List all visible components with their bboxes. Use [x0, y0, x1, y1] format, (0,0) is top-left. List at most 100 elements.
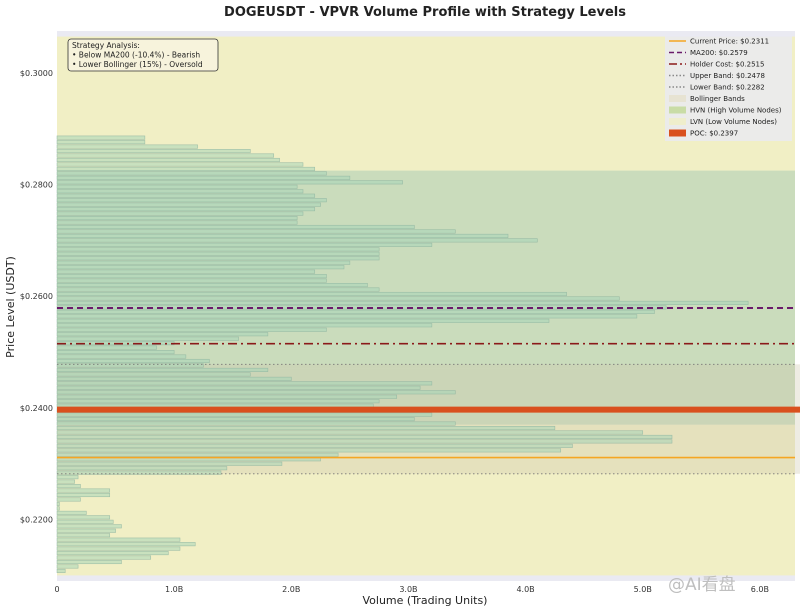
- axes: 0 1.0B 2.0B 3.0B 4.0B 5.0B 6.0B $0.2200 $0.2400 $…: [20, 69, 769, 594]
- x-tick-label: 2.0B: [282, 585, 300, 594]
- volume-bar-55: [56, 323, 433, 328]
- volume-bar-92: [56, 157, 280, 163]
- volume-bar-16: [56, 497, 81, 502]
- volume-bar-67: [56, 269, 316, 274]
- legend-entry: POC: $0.2397: [690, 130, 738, 138]
- y-tick-label: $0.2600: [20, 292, 53, 301]
- volume-bar-20: [56, 479, 75, 484]
- volume-bar-47: [56, 358, 210, 364]
- volume-bar-8: [56, 533, 111, 538]
- volume-bar-19: [56, 484, 81, 489]
- y-tick-label: $0.2800: [20, 181, 53, 190]
- volume-bar-74: [56, 238, 538, 243]
- volume-bar-81: [56, 207, 316, 212]
- legend-box: [665, 35, 792, 141]
- volume-bar-2: [56, 559, 122, 565]
- legend-swatch-patch: [669, 118, 686, 125]
- volume-bar-0: [56, 568, 66, 573]
- volume-bar-32: [56, 425, 556, 431]
- volume-bar-80: [56, 211, 304, 216]
- volume-bar-22: [56, 470, 222, 475]
- volume-bar-87: [56, 180, 403, 185]
- volume-bar-76: [56, 229, 456, 234]
- volume-bar-10: [56, 524, 122, 529]
- legend-entry: Holder Cost: $0.2515: [690, 61, 764, 69]
- volume-bar-94: [56, 149, 251, 154]
- y-tick-label: $0.3000: [20, 69, 53, 78]
- legend-swatch-patch: [669, 129, 686, 137]
- volume-bar-7: [56, 537, 181, 542]
- volume-bar-21: [56, 475, 79, 480]
- legend-entry: HVN (High Volume Nodes): [690, 107, 782, 115]
- x-tick-label: 0: [54, 585, 59, 594]
- volume-bar-15: [56, 501, 60, 506]
- y-tick-label: $0.2400: [20, 404, 53, 413]
- volume-bar-53: [56, 332, 269, 337]
- volume-bar-78: [56, 220, 298, 225]
- volume-bar-68: [56, 265, 345, 270]
- volume-bar-5: [56, 546, 181, 551]
- volume-bar-38: [56, 399, 380, 404]
- volume-bar-58: [56, 309, 655, 314]
- volume-bar-33: [56, 421, 456, 426]
- volume-bar-18: [56, 488, 111, 493]
- volume-bar-82: [56, 202, 321, 207]
- volume-bar-26: [56, 452, 339, 457]
- volume-bar-44: [56, 372, 251, 377]
- volume-bar-45: [56, 367, 269, 372]
- strategy-annotation: Strategy Analysis:• Below MA200 (-10.4%)…: [67, 38, 219, 72]
- volume-bar-4: [56, 551, 169, 556]
- volume-bar-77: [56, 224, 415, 230]
- volume-bar-23: [56, 466, 228, 471]
- y-tick-label: $0.2200: [20, 516, 53, 525]
- y-axis-label: Price Level (USDT): [4, 256, 17, 358]
- volume-bar-66: [56, 274, 327, 279]
- volume-bar-54: [56, 327, 327, 332]
- volume-bar-73: [56, 242, 433, 247]
- volume-bar-30: [56, 434, 673, 439]
- legend-entry: MA200: $0.2579: [690, 49, 748, 57]
- volume-bar-34: [56, 417, 415, 422]
- volume-bar-61: [56, 296, 620, 301]
- x-tick-label: 1.0B: [165, 585, 183, 594]
- volume-bar-27: [56, 448, 562, 453]
- legend-entry: LVN (Low Volume Nodes): [690, 118, 777, 126]
- volume-bar-17: [56, 492, 111, 498]
- volume-bar-1: [56, 564, 79, 569]
- volume-bar-42: [56, 381, 433, 386]
- volume-bar-63: [56, 287, 380, 292]
- volume-bar-28: [56, 443, 573, 448]
- volume-bar-24: [56, 461, 283, 466]
- legend: Current Price: $0.2311 MA200: $0.2579 Hold…: [665, 35, 792, 141]
- volume-bar-39: [56, 394, 398, 399]
- volume-bar-88: [56, 175, 351, 180]
- volume-bar-56: [56, 318, 550, 323]
- volume-bar-11: [56, 519, 114, 524]
- volume-bar-84: [56, 193, 316, 198]
- legend-entry: Bollinger Bands: [690, 95, 745, 103]
- volume-bar-90: [56, 166, 316, 171]
- legend-entry: Current Price: $0.2311: [690, 38, 769, 46]
- volume-bar-14: [56, 506, 60, 511]
- legend-entry: Upper Band: $0.2478: [690, 72, 765, 80]
- volume-bar-93: [56, 153, 275, 158]
- volume-bar-40: [56, 390, 456, 395]
- volume-bar-72: [56, 247, 380, 252]
- volume-bar-65: [56, 278, 327, 283]
- volume-bar-96: [56, 140, 146, 145]
- volume-bar-43: [56, 376, 292, 381]
- volume-bar-13: [56, 510, 87, 515]
- volume-bar-52: [56, 336, 239, 341]
- volume-bar-6: [56, 542, 196, 547]
- x-tick-label: 3.0B: [399, 585, 417, 594]
- volume-bar-71: [56, 251, 380, 256]
- volume-bar-69: [56, 260, 351, 265]
- volume-bar-70: [56, 256, 380, 261]
- volume-bar-49: [56, 350, 175, 355]
- volume-bar-31: [56, 430, 644, 435]
- volume-bar-95: [56, 144, 198, 149]
- legend-swatch-patch: [669, 95, 686, 102]
- x-tick-label: 5.0B: [634, 585, 652, 594]
- legend-entry: Lower Band: $0.2282: [690, 84, 765, 92]
